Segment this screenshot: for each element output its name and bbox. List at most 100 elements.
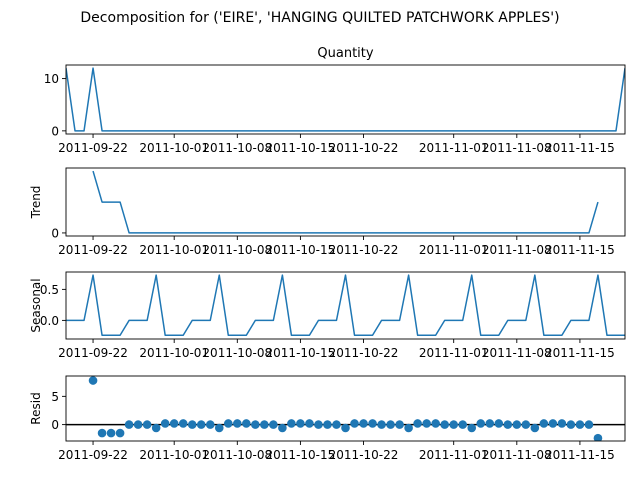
x-tick-label: 2011-11-01 (419, 243, 489, 257)
subplot-quantity: Quantity 0 10 2011-09-22 2011-10-012011-10-0… (44, 46, 626, 155)
y-tick-label: 0.5 (40, 283, 59, 297)
resid-point (404, 423, 413, 433)
resid-point (350, 419, 359, 428)
resid-point (530, 423, 540, 433)
y-tick-label: 0 (51, 226, 59, 240)
plot-area (66, 376, 625, 441)
resid-point (196, 420, 206, 429)
x-tick-label: 2011-10-08 (202, 346, 272, 360)
x-tick-label: 2011-11-15 (545, 346, 615, 360)
series-line (66, 274, 625, 337)
resid-point (269, 420, 278, 429)
resid-point (233, 419, 242, 428)
x-tick-label: 2011-10-22 (329, 448, 399, 462)
resid-point (260, 420, 269, 429)
axes-frame (65, 271, 626, 340)
resid-point (133, 420, 143, 429)
x-tick-label: 2011-11-15 (545, 448, 615, 462)
x-tick-label: 2011-10-01 (139, 346, 209, 360)
y-tick-label: 0 (51, 418, 59, 432)
resid-point (431, 419, 440, 428)
series-line (66, 67, 625, 132)
x-tick-label: 2011-10-08 (202, 243, 272, 257)
y-tick-label: 10 (44, 72, 59, 86)
y-axis-label: Resid (29, 392, 43, 424)
resid-point (88, 376, 98, 385)
axes-frame (65, 64, 626, 135)
resid-point (494, 419, 504, 428)
x-tick-label: 2011-09-22 (58, 141, 128, 155)
resid-point (115, 428, 125, 438)
resid-point (584, 420, 594, 429)
resid-point (97, 428, 107, 438)
x-tick-label: 2011-11-08 (482, 448, 552, 462)
x-tick-label: 2011-10-15 (266, 243, 336, 257)
x-tick-label: 2011-10-01 (139, 448, 209, 462)
x-tick-label: 2011-11-15 (545, 141, 615, 155)
x-tick-label: 2011-09-22 (58, 346, 128, 360)
resid-point (521, 420, 531, 429)
resid-point (359, 419, 368, 428)
y-axis-label: Trend (29, 186, 43, 220)
resid-point (566, 420, 576, 429)
x-tick-label: 2011-10-01 (139, 141, 209, 155)
resid-point (440, 420, 449, 429)
resid-point (368, 419, 377, 428)
plot-area (92, 170, 599, 234)
subplot-title: Quantity (317, 46, 373, 61)
resid-point (395, 420, 404, 429)
resid-point (593, 433, 603, 441)
x-tick-label: 2011-10-08 (202, 448, 272, 462)
x-tick-label: 2011-10-22 (329, 141, 399, 155)
axes-frame (65, 375, 626, 442)
resid-point (413, 419, 422, 428)
resid-point (467, 423, 477, 433)
y-tick-label: 0.0 (40, 314, 59, 328)
resid-point (142, 420, 152, 429)
x-tick-label: 2011-11-01 (419, 448, 489, 462)
resid-point (539, 419, 549, 428)
y-axis-label: Seasonal (29, 278, 43, 332)
x-tick-label: 2011-11-08 (482, 141, 552, 155)
y-tick-label: 5 (51, 390, 59, 404)
resid-point (458, 420, 468, 429)
x-tick-label: 2011-10-22 (329, 243, 399, 257)
resid-point (124, 420, 134, 429)
resid-point (422, 419, 431, 428)
resid-point (377, 420, 386, 429)
x-tick-label: 2011-11-15 (545, 243, 615, 257)
x-tick-label: 2011-10-15 (266, 448, 336, 462)
resid-point (341, 423, 350, 433)
x-tick-label: 2011-10-01 (139, 243, 209, 257)
resid-point (512, 420, 522, 429)
x-tick-label: 2011-11-08 (482, 243, 552, 257)
resid-point (205, 420, 215, 429)
resid-point (242, 419, 251, 428)
resid-point (548, 419, 558, 428)
x-tick-label: 2011-09-22 (58, 243, 128, 257)
resid-point (503, 420, 513, 429)
x-tick-label: 2011-10-08 (202, 141, 272, 155)
x-tick-label: 2011-10-15 (266, 346, 336, 360)
x-tick-label: 2011-10-15 (266, 141, 336, 155)
resid-point (187, 420, 197, 429)
plot-area (66, 274, 625, 337)
axes-frame (65, 167, 626, 237)
plot-area (66, 67, 625, 132)
resid-point (178, 419, 188, 428)
resid-point (278, 423, 287, 433)
resid-point (386, 420, 395, 429)
resid-point (314, 420, 323, 429)
resid-point (485, 419, 495, 428)
resid-point (287, 419, 296, 428)
resid-point (214, 423, 224, 433)
resid-point (160, 419, 170, 428)
x-tick-label: 2011-09-22 (58, 448, 128, 462)
resid-point (575, 420, 585, 429)
figure-suptitle: Decomposition for ('EIRE', 'HANGING QUIL… (80, 10, 559, 26)
